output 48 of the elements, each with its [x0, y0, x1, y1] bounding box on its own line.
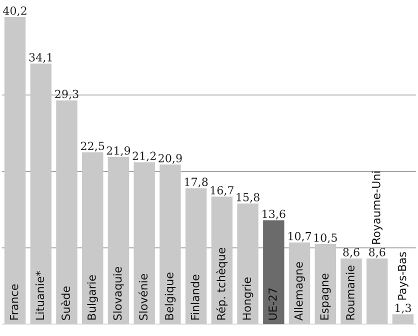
data-label: 8,6: [343, 248, 360, 258]
x-tick-label: Suède: [60, 286, 70, 320]
data-label: 40,2: [2, 6, 26, 16]
x-tick-label: Belgique: [164, 272, 176, 320]
bar: [160, 164, 181, 324]
x-tick-label: France: [10, 284, 18, 320]
data-label: 29,3: [55, 90, 78, 100]
x-tick-label: Allemagne: [294, 262, 305, 321]
bar: [392, 314, 414, 324]
data-label: 21,2: [132, 152, 156, 162]
data-label: 21,9: [106, 146, 130, 156]
data-label: 17,8: [185, 178, 208, 188]
data-label: 8,6: [369, 248, 386, 258]
bar: [185, 188, 207, 324]
data-label: 15,8: [236, 192, 260, 203]
data-label: 10,7: [288, 232, 312, 242]
bar: [108, 156, 130, 324]
bar: [263, 220, 284, 324]
bar: [314, 244, 336, 324]
x-tick-label: Bulgarie: [87, 275, 98, 320]
data-label: 1,3: [396, 304, 411, 314]
data-label: 20,9: [158, 154, 182, 164]
data-label: 16,7: [210, 186, 234, 196]
x-tick-label: Slovaquie: [113, 266, 124, 320]
x-tick-label: Finlande: [190, 274, 200, 320]
bar: [82, 152, 104, 324]
x-tick-label: Rép. tchèque: [216, 248, 228, 320]
bar: [56, 100, 78, 324]
data-label: 22,5: [80, 142, 104, 152]
bar: [366, 258, 388, 324]
x-tick-label: Pays-Bas: [398, 252, 408, 300]
x-tick-label: UE-27: [268, 288, 277, 320]
x-tick-label: Royaume-Uni: [372, 172, 382, 244]
bar: [288, 242, 310, 324]
bar: [237, 204, 258, 324]
bar: [340, 258, 362, 324]
bar: [134, 162, 155, 324]
x-tick-label: Espagne: [320, 274, 331, 320]
x-tick-label: Hongrie: [242, 278, 254, 320]
x-tick-label: Lituanie*: [36, 271, 44, 320]
data-label: 34,1: [29, 53, 52, 63]
data-label: 13,6: [262, 210, 286, 220]
x-tick-label: Roumanie: [346, 266, 354, 320]
bar: [4, 17, 26, 324]
data-label: 10,5: [314, 233, 337, 244]
x-tick-label: Slovénie: [138, 274, 148, 320]
bar: [30, 64, 52, 324]
bar: [211, 196, 233, 324]
